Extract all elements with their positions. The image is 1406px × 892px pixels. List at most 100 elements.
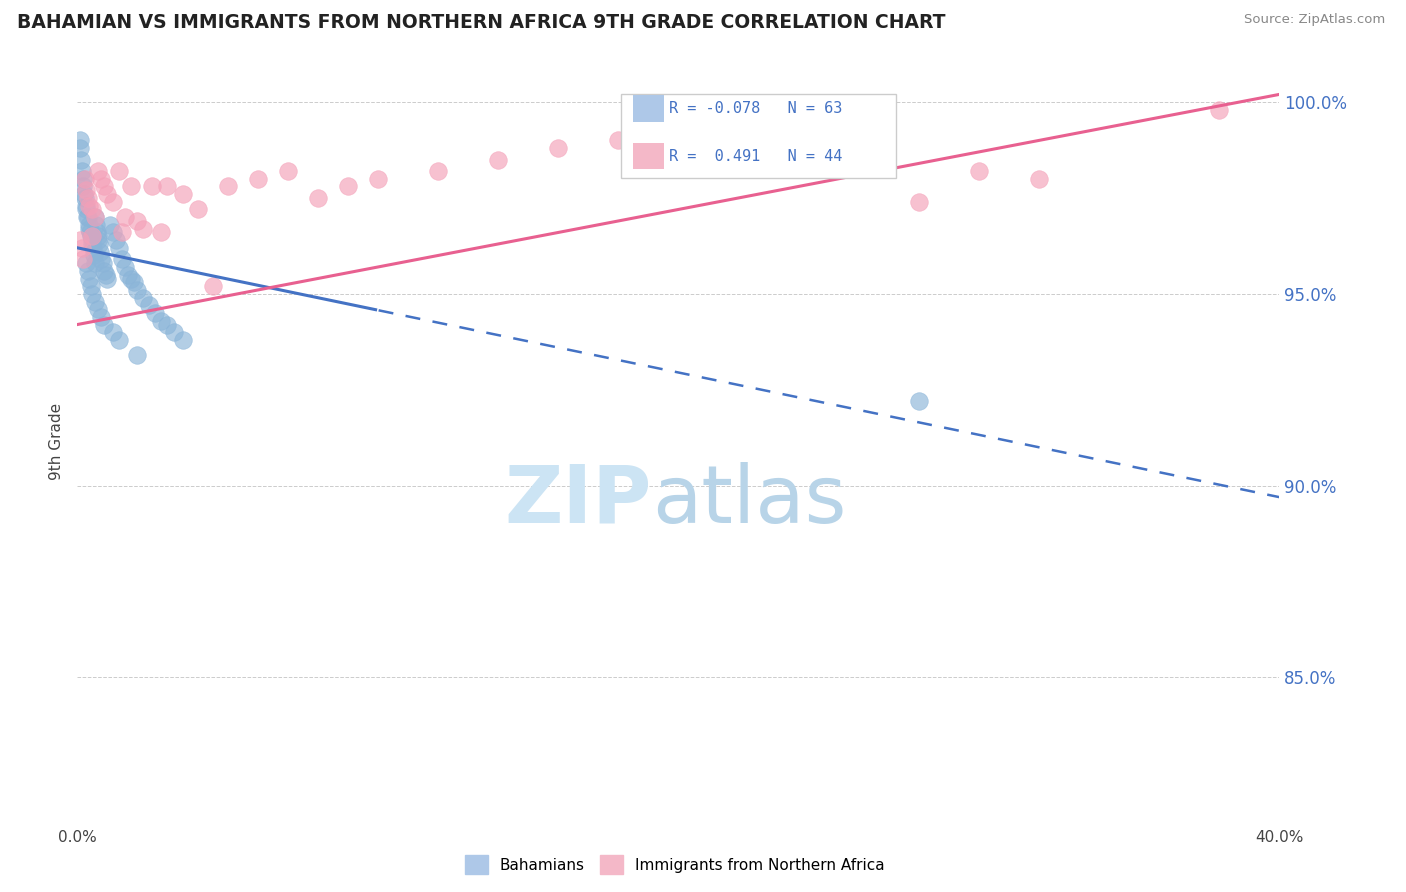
Point (120, 271, 142, 285)
Point (427, 164, 450, 178)
Point (80, 279, 103, 293)
Point (72, 179, 94, 194)
Point (201, 279, 224, 293)
Point (150, 314, 173, 328)
Point (82, 202, 104, 217)
Point (127, 283, 149, 297)
Point (103, 226, 125, 240)
Point (105, 233, 128, 247)
Point (668, 126, 690, 140)
Point (114, 260, 136, 274)
Point (90, 171, 112, 186)
Point (111, 252, 134, 267)
Point (246, 171, 269, 186)
Text: R = -0.078   N = 63: R = -0.078 N = 63 (669, 102, 842, 116)
Point (1028, 171, 1050, 186)
Point (70, 164, 93, 178)
Point (79, 221, 101, 235)
Point (87, 237, 110, 252)
Point (967, 164, 990, 178)
Point (156, 179, 179, 194)
Point (172, 187, 194, 202)
Point (108, 241, 131, 255)
Point (486, 153, 509, 167)
Point (94, 268, 117, 282)
Point (79, 199, 101, 213)
Point (367, 171, 389, 186)
Point (96, 271, 118, 285)
Point (108, 333, 131, 347)
Legend: Bahamians, Immigrants from Northern Africa: Bahamians, Immigrants from Northern Afri… (458, 849, 891, 880)
Point (75, 256, 97, 270)
Point (79, 226, 101, 240)
Point (127, 348, 149, 362)
Point (145, 306, 167, 320)
Point (70, 241, 93, 255)
Point (72, 171, 94, 186)
Point (75, 202, 97, 217)
Point (908, 394, 931, 409)
Point (90, 252, 112, 267)
Point (84, 294, 107, 309)
Point (80, 233, 103, 247)
Point (83, 256, 105, 270)
Text: ZIP: ZIP (505, 462, 652, 540)
Point (69, 133, 91, 147)
Point (87, 233, 110, 247)
Point (127, 214, 149, 228)
Point (86, 226, 108, 240)
Point (93, 318, 115, 332)
Point (1208, 103, 1230, 117)
Point (141, 179, 163, 194)
Point (124, 276, 146, 290)
Point (100, 218, 122, 232)
Point (162, 325, 184, 339)
Point (72, 252, 94, 267)
Point (82, 241, 104, 255)
Point (73, 187, 96, 202)
Point (76, 264, 98, 278)
Point (132, 291, 155, 305)
Point (96, 187, 118, 202)
Point (93, 179, 115, 194)
Text: 40.0%: 40.0% (1256, 830, 1303, 846)
Point (73, 171, 96, 186)
Point (82, 286, 104, 301)
Point (117, 268, 139, 282)
Point (89, 244, 111, 259)
Point (84, 218, 107, 232)
Point (547, 141, 569, 155)
Point (87, 229, 110, 244)
Point (69, 233, 91, 247)
Point (70, 153, 93, 167)
Point (111, 226, 134, 240)
Point (336, 179, 359, 194)
Point (69, 141, 91, 155)
Point (114, 210, 136, 224)
Point (132, 221, 155, 235)
Point (84, 210, 107, 224)
Point (73, 191, 96, 205)
Point (277, 164, 299, 178)
Text: Source: ZipAtlas.com: Source: ZipAtlas.com (1244, 13, 1385, 27)
Point (80, 229, 103, 244)
Y-axis label: 9th Grade: 9th Grade (49, 403, 65, 480)
Point (84, 210, 107, 224)
Point (217, 179, 239, 194)
Point (138, 298, 160, 312)
Point (908, 194, 931, 209)
Text: atlas: atlas (652, 462, 846, 540)
Point (76, 191, 98, 205)
Point (77, 218, 100, 232)
Point (150, 226, 173, 240)
Point (76, 210, 98, 224)
Point (82, 237, 104, 252)
Point (187, 202, 209, 217)
Point (75, 199, 97, 213)
Text: BAHAMIAN VS IMMIGRANTS FROM NORTHERN AFRICA 9TH GRADE CORRELATION CHART: BAHAMIAN VS IMMIGRANTS FROM NORTHERN AFR… (17, 13, 945, 32)
Text: 0.0%: 0.0% (58, 830, 97, 846)
Point (103, 325, 125, 339)
Point (87, 164, 110, 178)
Point (727, 118, 749, 132)
Point (83, 248, 105, 262)
